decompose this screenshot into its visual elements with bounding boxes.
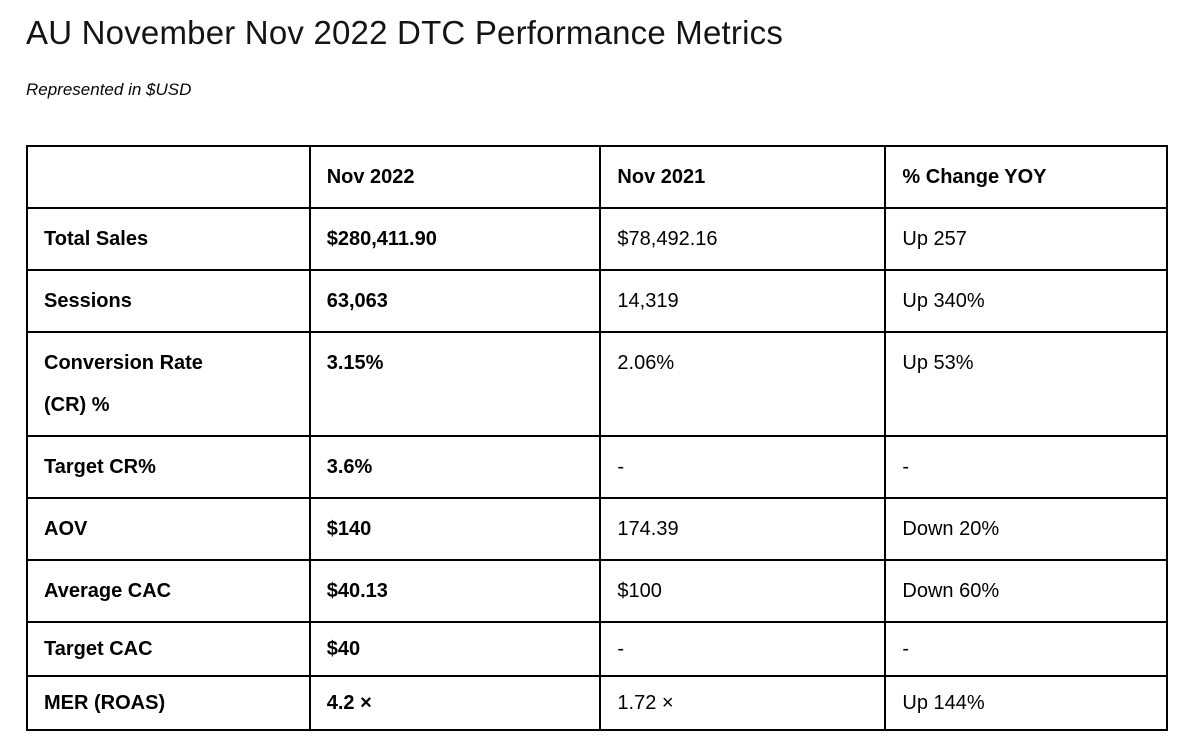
- table-row-total-sales: Total Sales $280,411.90 $78,492.16 Up 25…: [26, 207, 1168, 272]
- row-label-target-cac: Target CAC: [26, 621, 311, 678]
- cell-conversion-rate-change-yoy: Up 53%: [884, 331, 1168, 438]
- row-label-aov: AOV: [26, 497, 311, 562]
- cell-aov-nov-2021: 174.39: [599, 497, 887, 562]
- header-cell-nov-2021: Nov 2021: [599, 145, 887, 210]
- cell-sessions-nov-2022: 63,063: [308, 269, 602, 334]
- cell-conversion-rate-nov-2022: 3.15%: [308, 331, 602, 438]
- row-label-total-sales: Total Sales: [26, 207, 311, 272]
- header-cell-nov-2022: Nov 2022: [308, 145, 602, 210]
- page-title: AU November Nov 2022 DTC Performance Met…: [26, 14, 784, 51]
- row-label-sessions: Sessions: [26, 269, 311, 334]
- page-subtitle: Represented in $USD: [26, 80, 192, 100]
- table-row-target-cr: Target CR% 3.6% - -: [26, 435, 1168, 500]
- cell-average-cac-change-yoy: Down 60%: [884, 559, 1168, 624]
- table-row-aov: AOV $140 174.39 Down 20%: [26, 497, 1168, 562]
- performance-metrics-table: Nov 2022 Nov 2021 % Change YOY Total Sal…: [26, 145, 1168, 732]
- cell-mer-roas-change-yoy: Up 144%: [884, 675, 1168, 732]
- row-label-mer-roas: MER (ROAS): [26, 675, 311, 732]
- cell-total-sales-nov-2022: $280,411.90: [308, 207, 602, 272]
- header-cell-blank: [26, 145, 311, 210]
- cell-conversion-rate-nov-2021: 2.06%: [599, 331, 887, 438]
- table-row-target-cac: Target CAC $40 - -: [26, 621, 1168, 678]
- header-cell-change-yoy: % Change YOY: [884, 145, 1168, 210]
- cell-target-cr-change-yoy: -: [884, 435, 1168, 500]
- table-body: Total Sales $280,411.90 $78,492.16 Up 25…: [26, 207, 1168, 732]
- row-label-target-cr: Target CR%: [26, 435, 311, 500]
- cell-total-sales-nov-2021: $78,492.16: [599, 207, 887, 272]
- cell-aov-change-yoy: Down 20%: [884, 497, 1168, 562]
- cell-total-sales-change-yoy: Up 257: [884, 207, 1168, 272]
- table-row-mer-roas: MER (ROAS) 4.2 × 1.72 × Up 144%: [26, 675, 1168, 732]
- cell-average-cac-nov-2022: $40.13: [308, 559, 602, 624]
- table-row-sessions: Sessions 63,063 14,319 Up 340%: [26, 269, 1168, 334]
- table-header-row: Nov 2022 Nov 2021 % Change YOY: [26, 145, 1168, 210]
- table-row-average-cac: Average CAC $40.13 $100 Down 60%: [26, 559, 1168, 624]
- row-label-average-cac: Average CAC: [26, 559, 311, 624]
- cell-target-cr-nov-2021: -: [599, 435, 887, 500]
- cell-mer-roas-nov-2021: 1.72 ×: [599, 675, 887, 732]
- document-page: AU November Nov 2022 DTC Performance Met…: [26, 14, 1168, 732]
- cell-target-cac-nov-2021: -: [599, 621, 887, 678]
- cell-aov-nov-2022: $140: [308, 497, 602, 562]
- cell-sessions-nov-2021: 14,319: [599, 269, 887, 334]
- cell-target-cac-change-yoy: -: [884, 621, 1168, 678]
- table-row-conversion-rate: Conversion Rate (CR) % 3.15% 2.06% Up 53…: [26, 331, 1168, 438]
- cell-mer-roas-nov-2022: 4.2 ×: [308, 675, 602, 732]
- table-row-header: Nov 2022 Nov 2021 % Change YOY: [26, 145, 1168, 210]
- cell-target-cac-nov-2022: $40: [308, 621, 602, 678]
- cell-target-cr-nov-2022: 3.6%: [308, 435, 602, 500]
- cell-average-cac-nov-2021: $100: [599, 559, 887, 624]
- row-label-conversion-rate: Conversion Rate (CR) %: [26, 331, 311, 438]
- cell-sessions-change-yoy: Up 340%: [884, 269, 1168, 334]
